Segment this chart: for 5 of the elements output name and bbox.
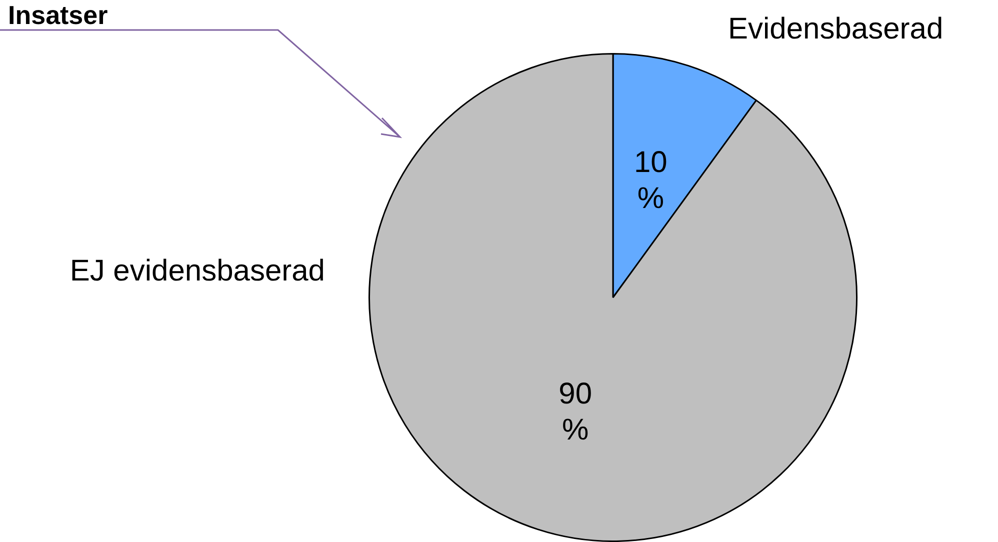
text: Insatser bbox=[8, 0, 108, 31]
slice-label: EJ evidensbaserad bbox=[70, 254, 325, 288]
data-label: 10 % bbox=[634, 146, 668, 215]
slice-label: Evidensbaserad bbox=[728, 12, 944, 46]
data-label: 90 % bbox=[558, 378, 592, 447]
